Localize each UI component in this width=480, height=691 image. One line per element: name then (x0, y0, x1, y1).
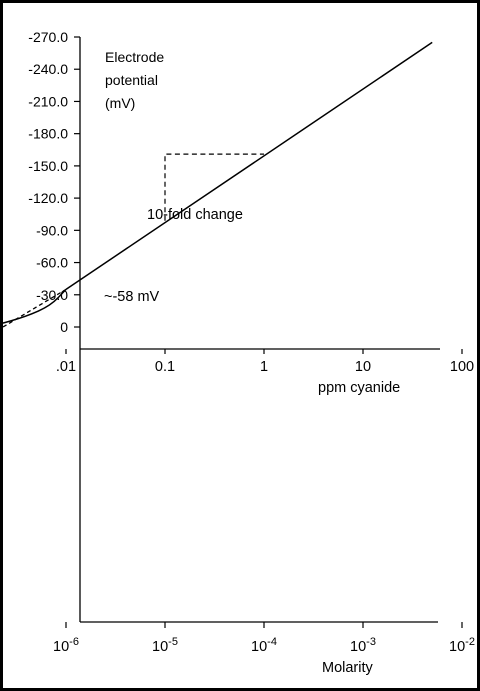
low-concentration-curve (0, 288, 67, 325)
ppm-tick-label: 100 (450, 359, 474, 375)
ppm-tick-label: 0.1 (155, 359, 175, 375)
y-tick-label: -120.0 (28, 190, 68, 206)
y-tick-label: -150.0 (28, 158, 68, 174)
molarity-axis-title: Molarity (322, 660, 374, 676)
y-tick-label: -60.0 (36, 255, 68, 271)
molarity-tick-label: 10-6 (53, 636, 79, 655)
molarity-axis-ticks: 10-6 10-5 10-4 10-3 10-2 (53, 622, 475, 655)
y-axis-label-line-2: potential (105, 72, 158, 88)
ppm-tick-label: 10 (355, 359, 371, 375)
ppm-tick-label: .01 (56, 359, 76, 375)
slope-annotation: ~-58 mV (104, 289, 160, 305)
y-tick-label: 0 (60, 319, 68, 335)
ppm-axis-title: ppm cyanide (318, 380, 400, 396)
molarity-tick-label: 10-2 (449, 636, 475, 655)
y-tick-label: -210.0 (28, 93, 68, 109)
molarity-tick-label: 10-4 (251, 636, 277, 655)
y-tick-label: -30.0 (36, 287, 68, 303)
tenfold-annotation: 10-fold change (147, 207, 243, 223)
molarity-tick-label: 10-3 (350, 636, 376, 655)
y-tick-label: -270.0 (28, 29, 68, 45)
y-tick-label: -90.0 (36, 222, 68, 238)
extrapolation-line (0, 288, 67, 330)
linear-response-line (65, 41, 433, 291)
y-tick-label: -240.0 (28, 61, 68, 77)
y-axis-ticks: -270.0 -240.0 -210.0 -180.0 -150.0 -120.0 -90.… (28, 29, 80, 335)
y-axis-label-line-1: Electrode (105, 49, 164, 65)
ppm-axis-ticks: .01 0.1 1 10 100 (56, 349, 474, 375)
ppm-tick-label: 1 (260, 359, 268, 375)
y-axis-label-line-3: (mV) (105, 95, 135, 111)
molarity-tick-label: 10-5 (152, 636, 178, 655)
y-tick-label: -180.0 (28, 126, 68, 142)
